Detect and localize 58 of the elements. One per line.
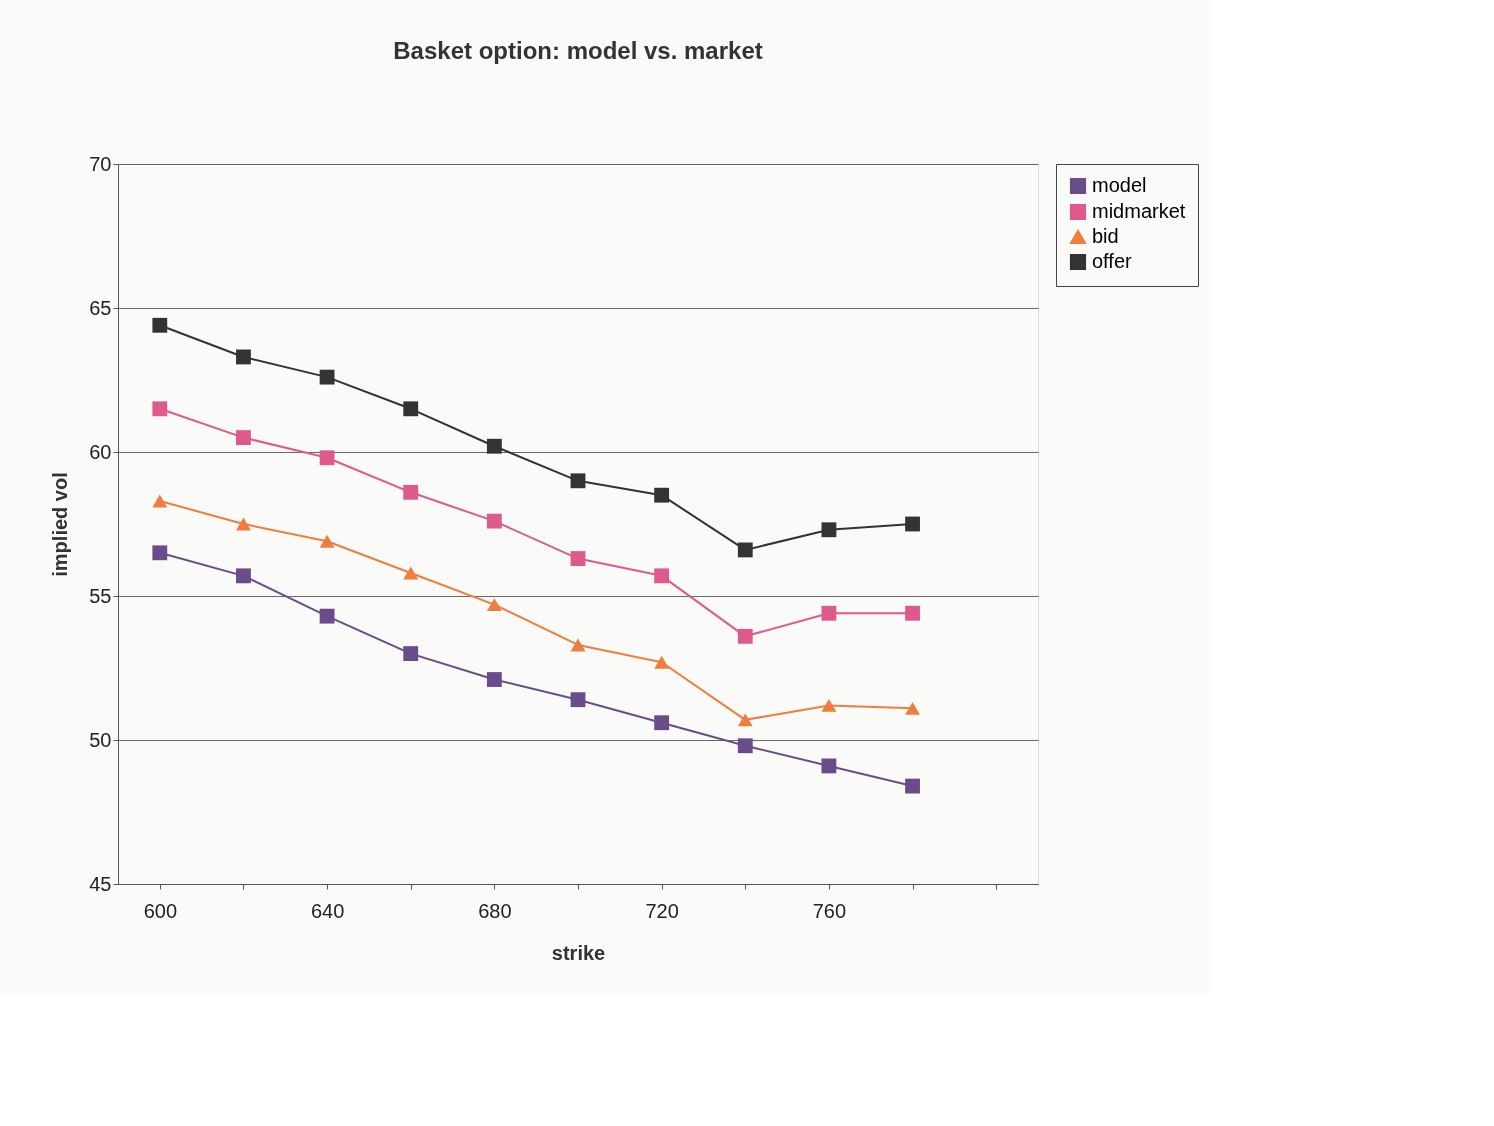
x-tick-label: 720	[645, 899, 679, 922]
point	[654, 487, 670, 503]
point	[486, 598, 502, 612]
y-tick-label: 60	[89, 440, 112, 463]
y-tick-label: 55	[89, 584, 112, 607]
point	[654, 715, 670, 731]
point	[821, 699, 837, 712]
y-tick-label: 50	[89, 728, 112, 751]
point	[737, 713, 753, 727]
x-axis-title: strike	[551, 941, 606, 964]
point	[821, 605, 837, 621]
point	[905, 605, 920, 621]
point	[152, 401, 168, 417]
y-tick-label: 45	[89, 872, 112, 895]
point	[737, 628, 753, 644]
legend-label: model	[1092, 174, 1147, 196]
point	[654, 568, 670, 584]
x-tick-label: 600	[143, 899, 178, 922]
y-axis-title: implied vol	[49, 472, 72, 577]
point	[486, 438, 502, 454]
point	[570, 473, 586, 489]
legend-label: offer	[1092, 250, 1132, 272]
point	[319, 534, 335, 548]
point	[905, 778, 920, 794]
point	[319, 608, 335, 624]
point	[737, 542, 753, 558]
point	[319, 369, 335, 385]
point	[403, 401, 419, 417]
point	[737, 738, 753, 754]
point	[403, 646, 419, 662]
point	[152, 545, 168, 561]
point	[152, 317, 168, 333]
point	[905, 516, 920, 532]
point	[821, 758, 837, 774]
point	[570, 638, 586, 652]
point	[152, 494, 168, 508]
point	[319, 450, 335, 466]
point	[570, 551, 586, 566]
point	[236, 568, 251, 584]
point	[236, 430, 251, 446]
point	[403, 566, 419, 580]
point	[821, 522, 837, 538]
point	[403, 484, 419, 500]
legend-label: bid	[1092, 225, 1119, 247]
y-tick-label: 65	[89, 296, 112, 319]
point	[236, 349, 251, 365]
point	[486, 513, 502, 529]
legend-label: midmarket	[1092, 200, 1186, 222]
x-tick-label: 680	[478, 899, 512, 922]
y-tick-label: 70	[89, 152, 112, 175]
point	[905, 701, 920, 715]
point	[654, 655, 670, 669]
point	[570, 692, 586, 708]
x-tick-label: 760	[812, 899, 847, 922]
chart-title: Basket option: model vs. market	[393, 37, 763, 64]
point	[486, 672, 502, 687]
x-tick-label: 640	[310, 899, 345, 922]
point	[236, 517, 251, 531]
